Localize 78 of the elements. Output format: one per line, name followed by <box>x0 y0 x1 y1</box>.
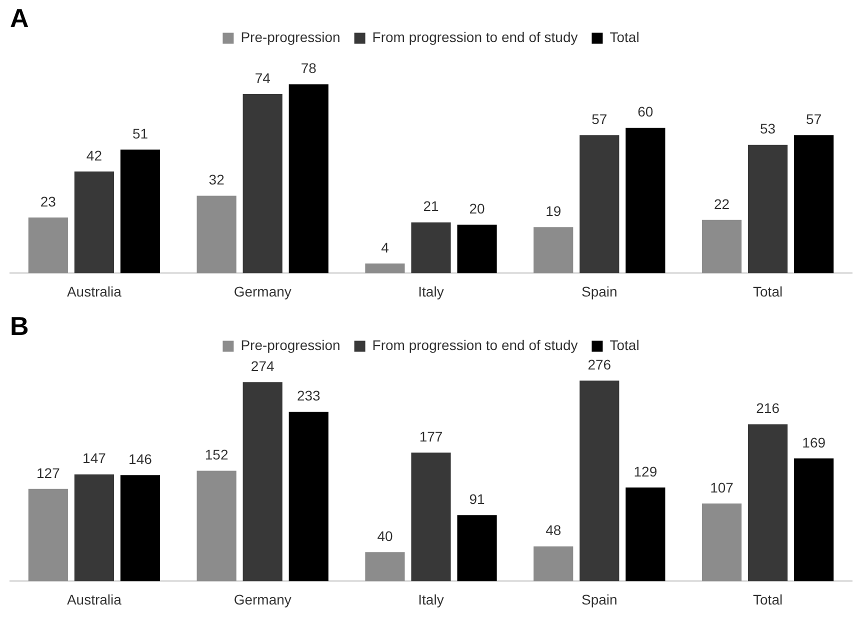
chart-title: A <box>10 2 29 33</box>
bar <box>196 196 236 274</box>
data-label: 32 <box>208 172 225 188</box>
data-label: 233 <box>296 388 321 404</box>
data-label: 53 <box>760 120 776 137</box>
x-tick-label: Italy <box>418 283 444 300</box>
bar <box>457 515 497 582</box>
data-label: 274 <box>250 358 274 374</box>
data-label: 91 <box>469 490 486 507</box>
data-label: 42 <box>86 147 102 164</box>
data-label: 57 <box>592 110 608 127</box>
bar <box>242 94 282 274</box>
data-label: 48 <box>546 522 562 538</box>
x-tick-label: Spain <box>581 591 618 608</box>
data-label: 20 <box>469 200 486 217</box>
bar <box>534 546 574 582</box>
bar <box>457 224 497 274</box>
data-label: 74 <box>254 70 271 86</box>
bar <box>365 552 405 582</box>
x-tick-label: Australia <box>66 283 122 300</box>
x-tick-label: Spain <box>581 283 618 300</box>
bar <box>702 220 742 274</box>
data-label: 216 <box>756 400 780 416</box>
data-label: 51 <box>132 126 148 142</box>
chart-title: B <box>10 310 29 341</box>
data-label: 40 <box>377 528 393 544</box>
bar <box>411 222 451 274</box>
bar <box>580 380 620 582</box>
x-tick-label: Total <box>753 283 783 300</box>
x-tick-label: Total <box>753 591 783 608</box>
bar <box>794 458 834 582</box>
data-label: 129 <box>634 463 658 480</box>
bar <box>411 452 451 582</box>
data-label: 22 <box>714 196 730 212</box>
data-label: 127 <box>36 464 60 481</box>
bar <box>748 424 788 582</box>
bar <box>288 84 328 274</box>
bar <box>365 264 405 274</box>
bar <box>28 217 68 274</box>
bar <box>534 227 574 274</box>
bar <box>196 470 236 582</box>
data-label: 23 <box>40 193 56 210</box>
bar <box>120 475 160 582</box>
bar <box>288 412 328 582</box>
x-tick-label: Germany <box>234 591 292 608</box>
bar <box>702 503 742 582</box>
data-label: 169 <box>802 434 826 450</box>
data-label: 147 <box>82 450 106 466</box>
data-label: 276 <box>588 356 612 372</box>
x-tick-label: Italy <box>418 591 444 608</box>
bar <box>748 144 788 274</box>
bar <box>242 382 282 582</box>
bar <box>794 135 834 274</box>
bar <box>120 150 160 274</box>
legend-label: Total <box>610 337 640 354</box>
data-label: 107 <box>710 479 734 496</box>
data-label: 60 <box>638 104 654 120</box>
x-tick-label: Australia <box>66 591 122 608</box>
bar <box>626 487 666 582</box>
bar <box>626 128 666 274</box>
legend-label: Pre-progression <box>240 29 340 46</box>
bar <box>74 171 114 274</box>
data-label: 21 <box>423 198 439 214</box>
bar <box>28 488 68 582</box>
data-label: 177 <box>419 428 443 444</box>
legend-label: From progression to end of study <box>372 337 578 354</box>
x-tick-label: Germany <box>234 283 292 300</box>
bar <box>74 474 114 582</box>
data-label: 78 <box>300 60 317 76</box>
data-label: 57 <box>806 110 822 127</box>
legend-label: From progression to end of study <box>372 29 578 46</box>
legend-label: Pre-progression <box>240 337 340 354</box>
legend-label: Total <box>610 29 640 46</box>
data-label: 152 <box>204 446 228 463</box>
data-label: 4 <box>381 239 390 256</box>
data-label: 19 <box>546 203 562 220</box>
data-label: 146 <box>128 450 152 467</box>
bar <box>580 135 620 274</box>
